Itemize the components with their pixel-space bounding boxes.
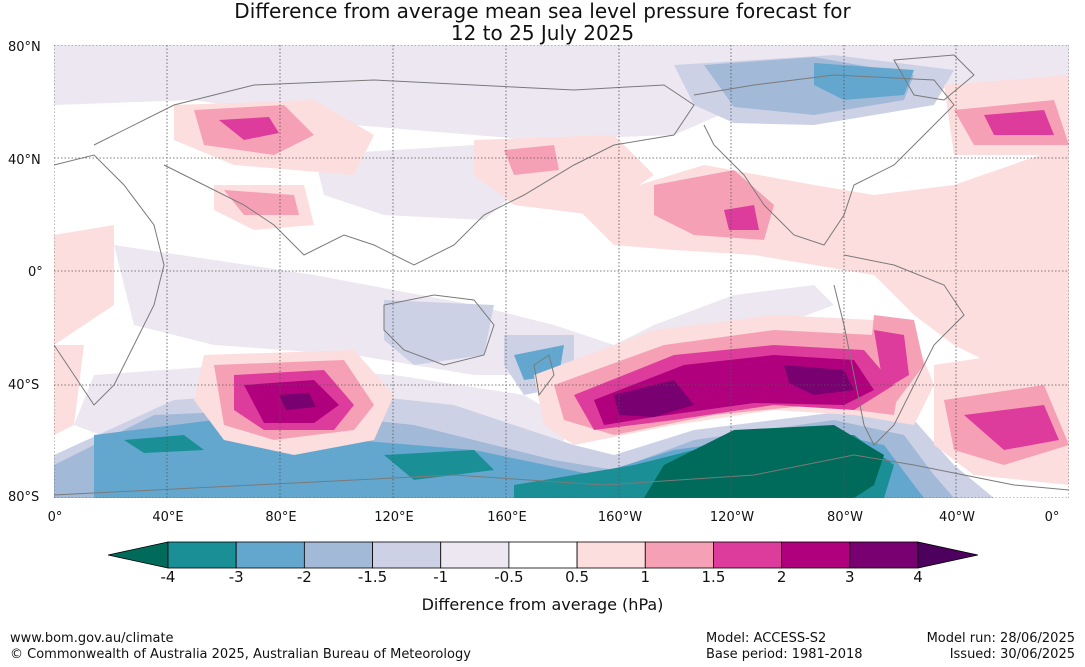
pressure-anomaly-map — [54, 45, 1069, 498]
lon-label-120e: 120°E — [374, 510, 414, 525]
colorbar-swatch — [303, 541, 373, 569]
colorbar-swatch — [372, 541, 442, 569]
lon-label-160e: 160°E — [487, 510, 527, 525]
lon-label-80w: 80°W — [827, 510, 863, 525]
colorbar-tick-label: 3 — [845, 568, 855, 586]
lat-label-80n: 80°N — [8, 40, 41, 55]
lon-label-40w: 40°W — [939, 510, 975, 525]
graticule — [54, 45, 1069, 498]
footer-left: www.bom.gov.au/climate © Commonwealth of… — [10, 631, 471, 663]
map-title: Difference from average mean sea level p… — [0, 0, 1085, 44]
lat-label-80s: 80°S — [8, 490, 40, 505]
colorbar-tick-label: 2 — [776, 568, 787, 586]
colorbar-tick-label: -2 — [296, 568, 312, 586]
anomaly-negative-5 — [644, 425, 884, 498]
colorbar-swatch — [440, 541, 510, 569]
lon-label-120w: 120°W — [709, 510, 755, 525]
footer-copyright: © Commonwealth of Australia 2025, Austra… — [10, 647, 471, 662]
lat-label-0: 0° — [28, 265, 43, 280]
footer-model-run: Model run: 28/06/2025 — [926, 631, 1075, 646]
footer-site-link[interactable]: www.bom.gov.au/climate — [10, 631, 174, 646]
lat-label-40s: 40°S — [8, 378, 40, 393]
lon-label-40e: 40°E — [152, 510, 184, 525]
colorbar-extend-low — [108, 541, 169, 569]
colorbar — [108, 541, 978, 569]
colorbar-tick-label: 1 — [640, 568, 651, 586]
coastlines — [54, 54, 1069, 496]
coast-antarctica — [54, 454, 1069, 496]
footer-right: Model run: 28/06/2025 Issued: 30/06/2025 — [927, 631, 1075, 663]
colorbar-swatch — [508, 541, 578, 569]
footer-middle: Model: ACCESS-S2 Base period: 1981-2018 — [706, 631, 863, 663]
colorbar-swatch — [167, 541, 237, 569]
footer-base-period: Base period: 1981-2018 — [706, 647, 863, 662]
colorbar-extend-high — [917, 541, 978, 569]
footer-model: Model: ACCESS-S2 — [706, 631, 827, 646]
colorbar-tick-label: -4 — [160, 568, 176, 586]
coast-greenland — [893, 54, 975, 101]
colorbar-label: Difference from average (hPa) — [421, 595, 664, 614]
colorbar-tick-label: -3 — [228, 568, 244, 586]
lon-label-0-west-edge: 0° — [47, 510, 63, 525]
coast-australia — [383, 294, 495, 366]
coast-north-america — [693, 74, 955, 246]
title-line-2: 12 to 25 July 2025 — [450, 21, 635, 45]
lat-label-40n: 40°N — [8, 153, 41, 168]
lon-label-160w: 160°W — [597, 510, 643, 525]
coast-africa — [54, 154, 165, 406]
lon-label-0-east-edge: 0° — [1044, 510, 1060, 525]
coast-eurasia — [93, 79, 695, 266]
colorbar-swatch — [235, 541, 305, 569]
anomaly-positive-5 — [279, 365, 854, 417]
colorbar-tick-label: -1.5 — [357, 568, 388, 586]
colorbar-tick-label: 0.5 — [565, 568, 589, 586]
colorbar-swatch — [849, 541, 919, 569]
title-line-1: Difference from average mean sea level p… — [234, 0, 851, 23]
footer-issued: Issued: 30/06/2025 — [949, 647, 1075, 662]
colorbar-swatch — [576, 541, 646, 569]
lon-label-80e: 80°E — [265, 510, 297, 525]
colorbar-tick-label: 4 — [913, 568, 923, 586]
colorbar-tick-label: -0.5 — [494, 568, 524, 586]
colorbar-swatch — [644, 541, 714, 569]
colorbar-tick-label: 1.5 — [701, 568, 726, 586]
colorbar-swatch — [781, 541, 851, 569]
coast-south-america — [833, 254, 965, 446]
colorbar-swatch — [713, 541, 783, 569]
colorbar-tick-label: -1 — [433, 568, 449, 586]
